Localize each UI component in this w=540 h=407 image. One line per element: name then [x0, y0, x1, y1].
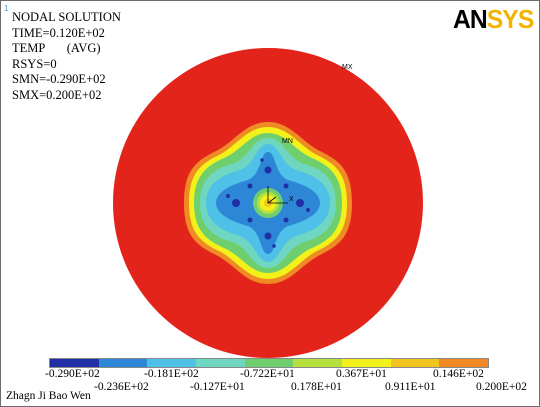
legend-swatch-6 — [293, 359, 343, 367]
legend-label-top-3: -0.722E+01 — [240, 368, 295, 380]
legend-label-bottom-1: -0.236E+02 — [94, 381, 149, 393]
legend-label-bottom-3: 0.178E+01 — [291, 381, 342, 393]
axis-z-line — [267, 196, 277, 204]
max-marker: MX — [342, 64, 353, 71]
min-marker: MN — [282, 138, 293, 145]
info-line-smn: SMN=-0.290E+02 — [12, 72, 106, 87]
logo-part-an: AN — [453, 4, 488, 34]
legend-label-bottom-5: 0.200E+02 — [476, 381, 527, 393]
legend-swatch-5 — [244, 359, 294, 367]
legend-label-top-2: -0.181E+02 — [144, 368, 199, 380]
info-line-rsys: RSYS=0 — [12, 56, 57, 71]
legend-swatch-8 — [390, 359, 440, 367]
logo-part-sys: SYS — [486, 4, 535, 34]
legend-label-bottom-4: 0.911E+01 — [385, 381, 436, 393]
axis-x-label: X — [289, 196, 294, 203]
window-number: 1 — [4, 4, 9, 13]
legend-swatch-3 — [147, 359, 197, 367]
legend-label-bottom-2: -0.127E+01 — [190, 381, 245, 393]
info-line-time: TIME=0.120E+02 — [12, 25, 105, 40]
legend-label-top-5: 0.146E+02 — [433, 368, 484, 380]
footer-title: Zhagn Ji Bao Wen — [6, 390, 91, 402]
legend-swatch-4 — [196, 359, 245, 367]
legend-label-top-4: 0.367E+01 — [336, 368, 387, 380]
legend-swatch-2 — [98, 359, 148, 367]
info-line-title: NODAL SOLUTION — [12, 10, 121, 24]
legend-label-top-1: -0.290E+02 — [45, 368, 100, 380]
contour-minimum-spots — [226, 158, 310, 248]
info-line-smx: SMX=0.200E+02 — [12, 87, 102, 102]
legend-colorbar — [49, 358, 489, 368]
legend-swatch-9 — [439, 359, 489, 367]
ansys-logo: ANSYS — [453, 4, 535, 35]
info-line-temp: TEMP (AVG) — [12, 41, 101, 56]
legend-swatch-7 — [342, 359, 391, 367]
legend-swatch-1 — [50, 359, 99, 367]
solution-info: NODAL SOLUTION TIME=0.120E+02 TEMP (AVG)… — [12, 10, 121, 104]
